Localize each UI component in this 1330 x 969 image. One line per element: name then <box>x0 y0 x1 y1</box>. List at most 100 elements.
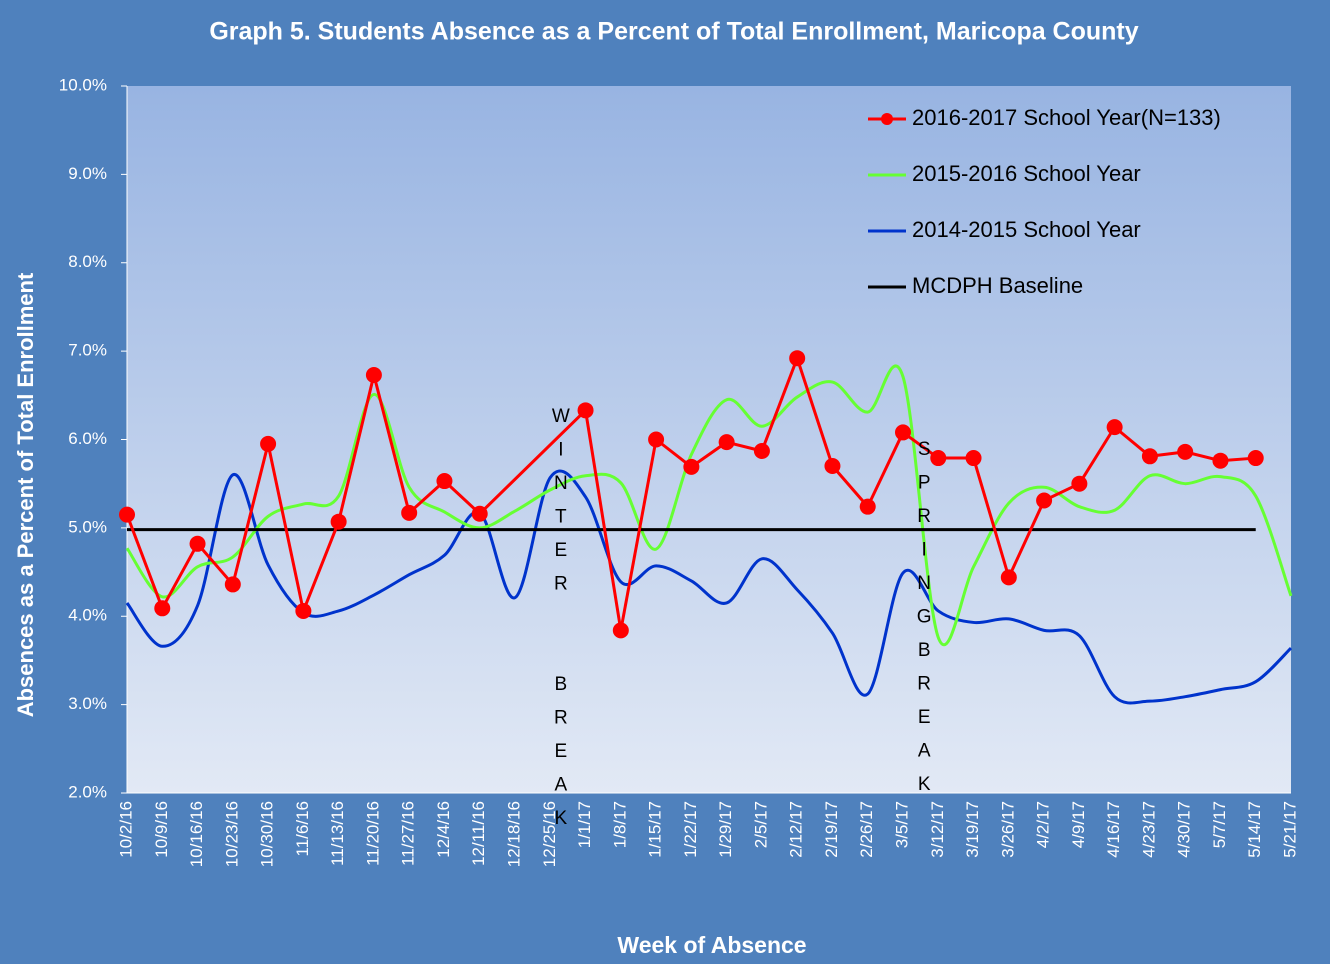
data-point <box>1141 448 1158 465</box>
x-tick-label: 10/16/16 <box>187 801 206 867</box>
annotation-letter: A <box>918 741 931 762</box>
x-tick-label: 4/23/17 <box>1139 801 1158 858</box>
x-tick-label: 11/27/16 <box>399 801 418 866</box>
x-tick-label: 2/26/17 <box>857 801 876 858</box>
x-tick-label: 1/15/17 <box>646 801 665 858</box>
data-point <box>859 498 876 515</box>
annotation-letter: B <box>918 640 931 661</box>
chart-title: Graph 5. Students Absence as a Percent o… <box>209 18 1138 46</box>
annotation-letter: R <box>917 506 931 527</box>
legend-label: 2016-2017 School Year(N=133) <box>912 105 1221 130</box>
x-tick-label: 4/16/17 <box>1104 801 1123 858</box>
data-point <box>471 505 488 522</box>
x-tick-label: 1/8/17 <box>610 801 629 848</box>
x-tick-label: 12/4/16 <box>434 801 453 858</box>
annotation-letter: W <box>552 406 570 427</box>
annotation-letter: R <box>917 674 931 695</box>
x-tick-label: 2/12/17 <box>787 801 806 858</box>
data-point <box>824 458 841 475</box>
data-point <box>1000 569 1017 586</box>
x-axis-label: Week of Absence <box>617 932 806 958</box>
legend-label: MCDPH Baseline <box>912 273 1083 298</box>
x-tick-label: 10/2/16 <box>116 801 135 858</box>
data-point <box>577 402 594 419</box>
series-line-segment <box>160 543 199 610</box>
x-tick-label: 4/9/17 <box>1069 801 1088 848</box>
series-line-segment <box>795 357 834 467</box>
y-tick-label: 6.0% <box>68 429 107 448</box>
x-tick-label: 5/21/17 <box>1280 801 1299 858</box>
series-line-segment <box>231 443 270 585</box>
data-point <box>965 450 982 467</box>
series-line-segment <box>1007 499 1046 578</box>
data-point <box>789 350 806 367</box>
x-tick-label: 5/14/17 <box>1245 801 1264 858</box>
data-point <box>648 431 665 448</box>
data-point <box>295 602 312 619</box>
x-tick-label: 1/29/17 <box>716 801 735 858</box>
x-tick-label: 12/18/16 <box>504 801 523 867</box>
x-tick-label: 4/2/17 <box>1034 801 1053 848</box>
y-tick-label: 10.0% <box>59 75 107 94</box>
series-line <box>125 364 1293 647</box>
x-tick-label: 1/1/17 <box>575 801 594 848</box>
data-point <box>612 622 629 639</box>
annotation-letter: K <box>918 774 931 795</box>
x-tick-label: 11/13/16 <box>328 801 347 866</box>
x-tick-label: 11/6/16 <box>293 801 312 856</box>
annotation-letter: R <box>554 708 568 729</box>
data-point <box>895 424 911 441</box>
data-point <box>1212 452 1229 469</box>
series-line-segment <box>301 521 341 612</box>
y-tick-label: 9.0% <box>68 164 107 183</box>
x-tick-label: 2/19/17 <box>822 801 841 858</box>
x-tick-label: 10/30/16 <box>258 801 277 867</box>
data-point <box>1071 475 1088 492</box>
x-tick-label: 10/9/16 <box>152 801 171 858</box>
y-axis-label: Absences as a Percent of Total Enrollmen… <box>13 272 38 717</box>
y-tick-label: 8.0% <box>68 252 107 271</box>
annotation-letter: I <box>922 540 927 561</box>
data-point <box>718 434 735 451</box>
annotation-letter: G <box>917 607 932 628</box>
series-line-segment <box>478 409 587 515</box>
y-tick-label: 3.0% <box>68 694 107 713</box>
x-tick-label: 4/30/17 <box>1175 801 1194 858</box>
plot-area <box>127 86 1291 793</box>
annotation-letter: E <box>555 540 568 561</box>
data-point <box>753 442 770 459</box>
data-point <box>436 473 453 490</box>
annotation-letter: E <box>555 741 568 762</box>
annotation-letter: P <box>918 473 931 494</box>
series-line-segment <box>337 374 376 523</box>
y-tick-label: 4.0% <box>68 606 107 625</box>
data-point <box>930 450 947 467</box>
legend-label: 2014-2015 School Year <box>912 217 1141 242</box>
series-line-segment <box>196 542 234 586</box>
x-tick-label: 5/7/17 <box>1210 801 1229 848</box>
data-point <box>1106 419 1123 436</box>
series-line-segment <box>125 514 164 609</box>
series-line-segment <box>619 439 658 631</box>
annotation-letter: B <box>555 674 568 695</box>
annotation-letter: T <box>555 507 567 528</box>
data-point <box>683 458 700 475</box>
annotation-letter <box>558 607 563 628</box>
x-tick-label: 10/23/16 <box>222 801 241 867</box>
annotation-letter: R <box>554 574 568 595</box>
data-point <box>189 535 206 552</box>
data-point <box>119 506 135 523</box>
data-point <box>224 576 241 593</box>
data-point <box>260 435 277 452</box>
series-line-segment <box>1078 426 1116 485</box>
series-line-segment <box>760 357 799 452</box>
y-tick-label: 2.0% <box>68 782 107 801</box>
y-tick-label: 5.0% <box>68 517 107 536</box>
data-point <box>154 600 171 617</box>
legend-label: 2015-2016 School Year <box>912 161 1141 186</box>
series-line-segment <box>866 431 905 508</box>
x-tick-label: 3/19/17 <box>963 801 982 858</box>
